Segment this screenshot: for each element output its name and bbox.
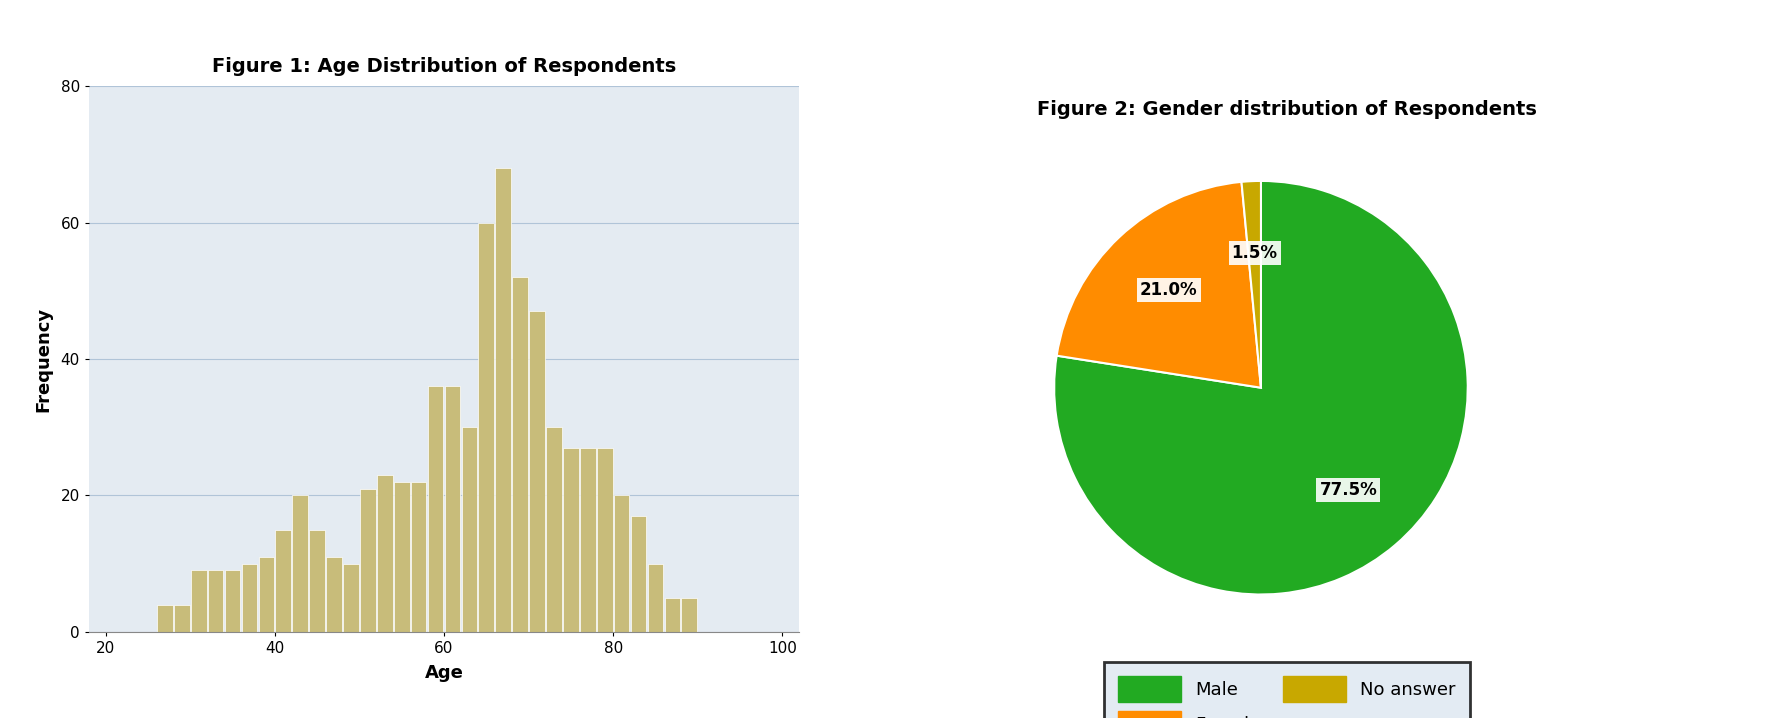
Text: 1.5%: 1.5% bbox=[1231, 244, 1277, 263]
Text: 21.0%: 21.0% bbox=[1140, 281, 1197, 299]
Bar bbox=[174, 605, 190, 632]
Bar bbox=[293, 495, 307, 632]
Bar bbox=[444, 386, 460, 632]
Wedge shape bbox=[1241, 181, 1261, 388]
Bar bbox=[581, 448, 595, 632]
Legend: Male, Female, No answer: Male, Female, No answer bbox=[1103, 662, 1471, 718]
Bar bbox=[496, 168, 511, 632]
Bar bbox=[563, 448, 579, 632]
X-axis label: Age: Age bbox=[424, 664, 464, 682]
Bar bbox=[478, 223, 494, 632]
Bar bbox=[410, 482, 426, 632]
Y-axis label: Frequency: Frequency bbox=[34, 307, 52, 411]
Title: Figure 1: Age Distribution of Respondents: Figure 1: Age Distribution of Respondent… bbox=[211, 57, 677, 76]
Bar bbox=[327, 557, 341, 632]
Bar bbox=[242, 564, 258, 632]
Bar bbox=[394, 482, 410, 632]
Bar bbox=[275, 530, 291, 632]
Text: 77.5%: 77.5% bbox=[1320, 481, 1376, 499]
Bar bbox=[208, 570, 224, 632]
Wedge shape bbox=[1057, 182, 1261, 388]
Bar bbox=[630, 516, 646, 632]
Bar bbox=[462, 427, 478, 632]
Title: Figure 2: Gender distribution of Respondents: Figure 2: Gender distribution of Respond… bbox=[1037, 101, 1536, 119]
Bar bbox=[428, 386, 444, 632]
Bar bbox=[682, 597, 696, 632]
Bar bbox=[309, 530, 325, 632]
Bar bbox=[545, 427, 561, 632]
Bar bbox=[614, 495, 629, 632]
Bar bbox=[597, 448, 613, 632]
Bar bbox=[190, 570, 206, 632]
Bar bbox=[156, 605, 172, 632]
Bar bbox=[664, 597, 680, 632]
Bar bbox=[529, 311, 545, 632]
Bar bbox=[343, 564, 359, 632]
Bar bbox=[259, 557, 274, 632]
Wedge shape bbox=[1055, 181, 1467, 595]
Bar bbox=[361, 488, 377, 632]
Bar bbox=[511, 277, 527, 632]
Bar bbox=[648, 564, 662, 632]
Bar bbox=[226, 570, 240, 632]
Bar bbox=[377, 475, 392, 632]
